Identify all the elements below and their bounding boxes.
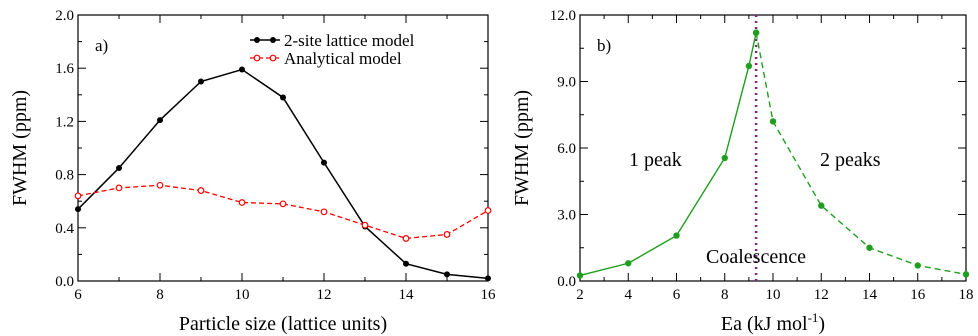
lattice-model-point: [75, 206, 81, 213]
panel-a-y-tick-label: 2.0: [55, 8, 74, 24]
panel-b-label: b): [597, 36, 611, 55]
panel-b-x-tick-label: 16: [910, 287, 926, 303]
panel-b-x-tick-label: 18: [959, 287, 974, 303]
legend-label-lattice: 2-site lattice model: [284, 31, 415, 50]
panel-a-plot-frame: [77, 14, 489, 282]
lattice-model-line: [77, 68, 489, 280]
analytical-model-point: [238, 199, 246, 206]
panel-a-y-tick-label: 0.8: [55, 168, 74, 184]
panel-a-y-tick-label: 0.4: [55, 221, 74, 237]
annotation-two-peaks: 2 peaks: [820, 149, 881, 171]
fwhm-point: [818, 202, 825, 209]
lattice-model-point: [444, 271, 450, 278]
panel-b-x-tick-label: 12: [814, 287, 829, 303]
lattice-model-point: [403, 260, 409, 267]
panel-a-y-axis-title: FWHM (ppm): [9, 90, 31, 206]
panel-b-y-tick-label: 0.0: [557, 274, 576, 290]
panel-b-x-tick-label: 14: [862, 287, 878, 303]
fwhm-point: [673, 232, 680, 239]
analytical-model-point: [74, 192, 82, 200]
panel-b-chart: b) 2 4 6 8 10 12 14 16 18 0.0 3.0 6.0 9.0 12.0 1 peak…: [511, 8, 974, 335]
annotation-one-peak: 1 peak: [629, 149, 682, 171]
lattice-model-point: [157, 117, 163, 124]
analytical-model-point: [197, 187, 205, 194]
panel-b-x-tick-label: 8: [721, 287, 729, 303]
fwhm-point: [962, 271, 970, 278]
panel-a-x-tick-label: 10: [235, 287, 250, 303]
panel-a-x-tick-label: 6: [74, 287, 82, 303]
panel-a-label: a): [95, 36, 108, 55]
panel-b-y-tick-label: 6.0: [557, 141, 576, 157]
x-axis-title-main: Ea (kJ mol: [721, 313, 808, 335]
panel-a-x-tick-label: 14: [399, 287, 415, 303]
panel-a-y-tick-label: 0.0: [55, 274, 74, 290]
panel-a-legend: 2-site lattice model Analytical model: [250, 31, 415, 68]
fwhm-point: [914, 262, 921, 269]
analytical-model-point: [279, 200, 287, 208]
panel-a-series: [74, 66, 492, 282]
panel-b-y-tick-label: 9.0: [557, 75, 576, 91]
panel-a-y-tick-label: 1.2: [55, 114, 74, 130]
lattice-model-point: [321, 159, 327, 166]
analytical-model-point: [443, 231, 451, 238]
panel-a-x-tick-label: 8: [156, 287, 164, 303]
panel-b-series: [576, 29, 970, 279]
fwhm-point: [745, 62, 753, 70]
panel-a-y-tick-label: 1.6: [55, 61, 74, 77]
two-peaks-line: [755, 32, 967, 276]
panel-b-x-axis-title: Ea (kJ mol-1): [721, 310, 825, 335]
panel-b-y-tick-label: 3.0: [557, 208, 576, 224]
annotation-coalescence: Coalescence: [706, 246, 806, 268]
lattice-model-point: [280, 94, 286, 101]
fwhm-point: [576, 272, 584, 279]
panel-b-y-axis-title: FWHM (ppm): [511, 90, 533, 206]
legend-label-analytical: Analytical model: [284, 49, 402, 68]
x-axis-title-superscript: -1: [808, 310, 819, 325]
panel-b-x-tick-label: 10: [766, 287, 781, 303]
panel-a-x-axis-title: Particle size (lattice units): [179, 313, 387, 335]
panel-a-ticks: 6 8 10 12 14 16 0.0 0.4 0.8 1.2 1.6 2.0: [55, 8, 496, 303]
legend-marker-lattice: [270, 37, 276, 43]
panel-b-plot-frame: [579, 14, 967, 282]
analytical-model-point: [156, 181, 164, 189]
x-axis-title-end: ): [818, 313, 825, 335]
fwhm-point: [866, 244, 873, 251]
panel-b-x-tick-label: 4: [625, 287, 633, 303]
legend-marker-analytical: [253, 54, 261, 62]
panel-b-ticks: 2 4 6 8 10 12 14 16 18 0.0 3.0 6.0 9.0 12.0: [550, 8, 974, 303]
lattice-model-point: [485, 275, 491, 282]
fwhm-point: [721, 154, 728, 162]
legend-marker-analytical: [269, 54, 277, 62]
fwhm-point: [752, 29, 760, 36]
analytical-model-point: [320, 208, 328, 216]
analytical-model-line: [77, 184, 489, 240]
panel-b-y-tick-label: 12.0: [550, 8, 576, 24]
panel-a-x-tick-label: 12: [317, 287, 332, 303]
analytical-model-point: [484, 207, 492, 214]
one-peak-line: [579, 32, 757, 277]
lattice-model-point: [116, 164, 122, 171]
panel-a-chart: a) Particle size (lattice units) FWHM (p…: [9, 8, 496, 335]
panel-b-x-tick-label: 6: [673, 287, 681, 303]
analytical-model-point: [361, 221, 369, 229]
analytical-model-point: [402, 235, 410, 242]
lattice-model-point: [198, 78, 204, 85]
fwhm-point: [625, 260, 632, 267]
panel-a-x-tick-label: 16: [481, 287, 497, 303]
fwhm-point: [769, 118, 777, 125]
legend-marker-lattice: [254, 37, 260, 43]
analytical-model-point: [115, 184, 123, 192]
lattice-model-point: [239, 66, 245, 73]
panel-b-x-tick-label: 2: [576, 287, 584, 303]
